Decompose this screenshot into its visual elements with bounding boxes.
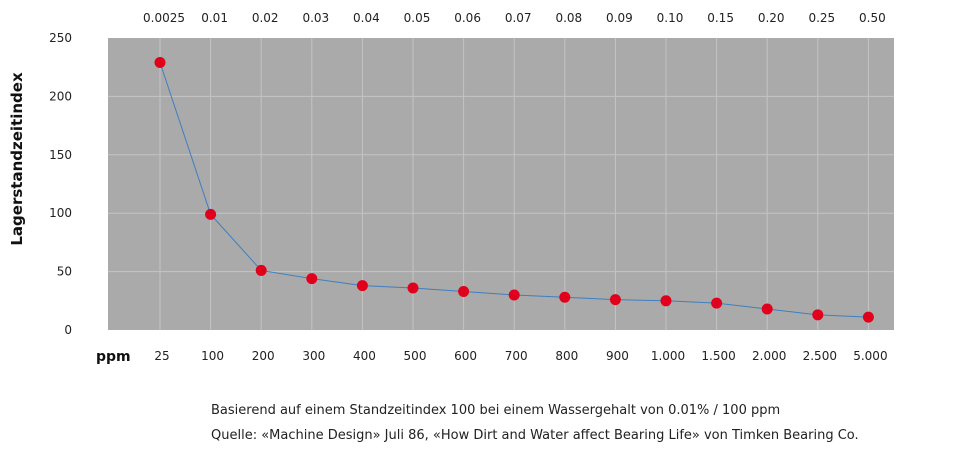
- y-tick-label: 100: [49, 206, 72, 220]
- x-tick-label: 1.500: [701, 349, 735, 363]
- data-point: [255, 264, 267, 276]
- top-tick-label: 0.25: [808, 11, 835, 25]
- x-tick-label: 400: [353, 349, 376, 363]
- data-point: [154, 57, 166, 69]
- chart: 0 50 100 150 200 250 25 100 200 300 400 500 600 700 8…: [8, 11, 894, 365]
- top-tick-label: 0.50: [859, 11, 886, 25]
- top-tick-label: 0.05: [404, 11, 431, 25]
- x-tick-label: 5.000: [853, 349, 887, 363]
- data-point: [407, 282, 419, 294]
- plot-area: [108, 38, 894, 330]
- data-point: [761, 303, 773, 315]
- y-tick-label: 0: [64, 323, 72, 337]
- y-tick-label: 50: [57, 265, 72, 279]
- x-tick-label: 300: [302, 349, 325, 363]
- x-tick-label: 2.500: [803, 349, 837, 363]
- data-point: [559, 291, 571, 303]
- data-point: [812, 309, 824, 321]
- grid: [108, 38, 894, 330]
- data-point: [508, 289, 520, 301]
- data-point: [356, 280, 368, 292]
- data-point: [711, 297, 723, 309]
- top-tick-label: 0.09: [606, 11, 633, 25]
- x-tick-label: 1.000: [651, 349, 685, 363]
- y-tick-label: 200: [49, 89, 72, 103]
- x-tick-label: 100: [201, 349, 224, 363]
- top-tick-label: 0.06: [454, 11, 481, 25]
- top-tick-label: 0.15: [707, 11, 734, 25]
- data-point: [205, 208, 217, 220]
- top-tick-label: 0.02: [252, 11, 279, 25]
- x-tick-label: 500: [404, 349, 427, 363]
- x-tick-label: 200: [252, 349, 275, 363]
- data-point: [306, 273, 318, 285]
- top-tick-label: 0.20: [758, 11, 785, 25]
- x-tick-label: 700: [505, 349, 528, 363]
- top-tick-label: 0.0025: [143, 11, 185, 25]
- y-tick-label: 250: [49, 31, 72, 45]
- x-axis-ticks: 25 100 200 300 400 500 600 700 800 900 1.000 1.500 2…: [154, 349, 887, 363]
- top-tick-label: 0.01: [201, 11, 228, 25]
- x-tick-label: 800: [555, 349, 578, 363]
- data-point: [862, 311, 874, 323]
- x-tick-label: 2.000: [752, 349, 786, 363]
- top-tick-label: 0.03: [302, 11, 329, 25]
- x-tick-label: 25: [154, 349, 169, 363]
- y-tick-label: 150: [49, 148, 72, 162]
- top-tick-label: 0.08: [555, 11, 582, 25]
- x-tick-label: 900: [606, 349, 629, 363]
- footnote-source: Quelle: «Machine Design» Juli 86, «How D…: [211, 428, 859, 443]
- data-point: [458, 285, 470, 297]
- top-tick-label: 0.04: [353, 11, 380, 25]
- x-unit-label: ppm: [96, 349, 131, 365]
- x-tick-label: 600: [454, 349, 477, 363]
- footnote-basis: Basierend auf einem Standzeitindex 100 b…: [211, 403, 781, 418]
- y-axis-ticks: 0 50 100 150 200 250: [49, 31, 72, 337]
- data-point: [609, 294, 621, 306]
- top-axis-ticks: 0.0025 0.01 0.02 0.03 0.04 0.05 0.06 0.07 0.08 0.…: [143, 11, 886, 25]
- data-points: [154, 57, 874, 323]
- data-point: [660, 295, 672, 307]
- top-tick-label: 0.10: [657, 11, 684, 25]
- top-tick-label: 0.07: [505, 11, 532, 25]
- y-axis-label: Lagerstandzeitindex: [8, 72, 26, 246]
